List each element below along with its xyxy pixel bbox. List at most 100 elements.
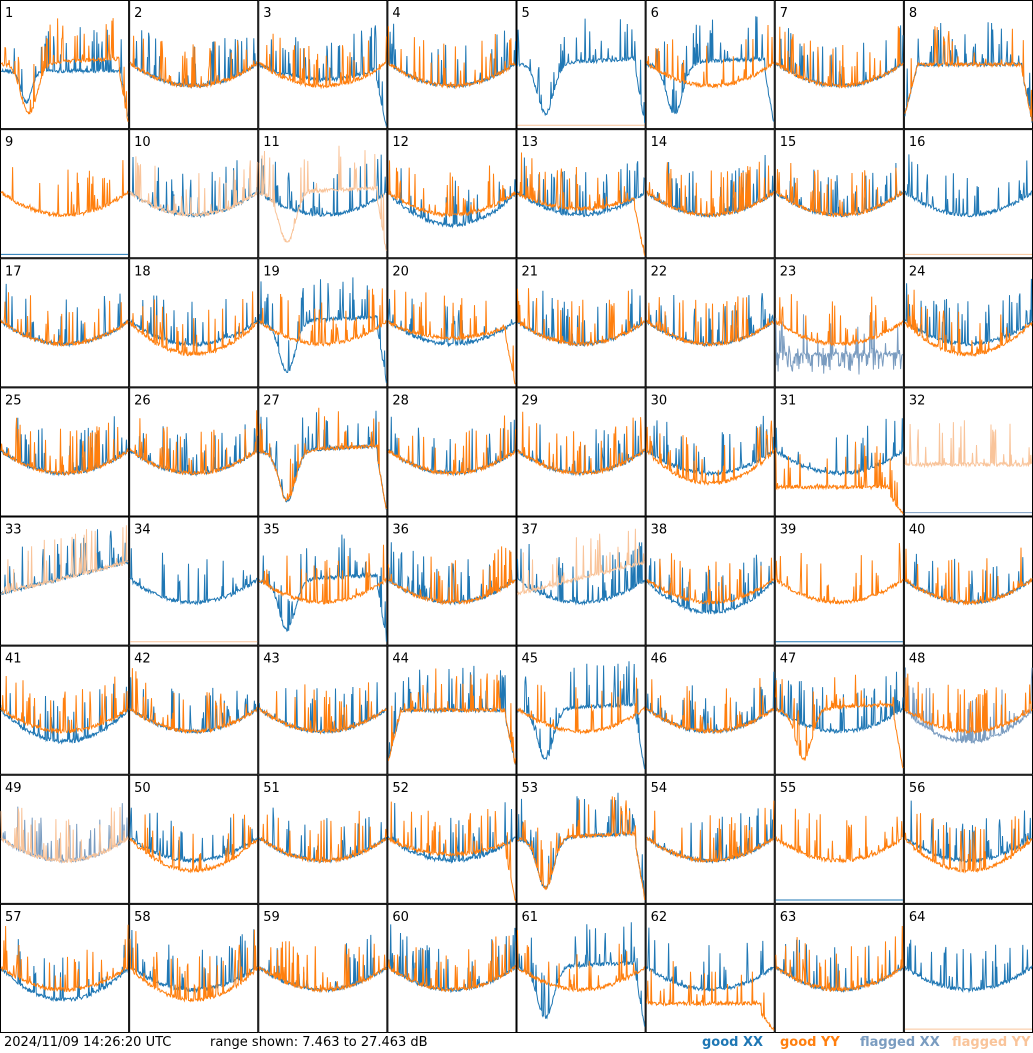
series-yy-line: [775, 674, 904, 769]
panel-label: 37: [522, 523, 539, 538]
panel-20: 20: [387, 258, 517, 388]
series-yy-line: [129, 410, 258, 476]
series-yy-line: [129, 156, 258, 218]
series-yy-line: [904, 289, 1033, 357]
panel-label: 57: [5, 910, 22, 925]
panel-frame: [774, 774, 904, 904]
panel-61: 61: [516, 903, 646, 1033]
panel-label: 20: [392, 264, 409, 279]
panel-16: 16: [903, 129, 1033, 259]
series-yy-line: [0, 924, 129, 993]
panel-frame: [387, 903, 517, 1033]
legend-flagged-xx: flagged XX: [860, 1035, 940, 1050]
panel-7: 7: [774, 0, 904, 130]
panel-label: 1: [5, 6, 13, 21]
legend-good-yy: good YY: [780, 1035, 840, 1050]
series-yy-line: [388, 160, 516, 218]
panel-label: 22: [651, 264, 668, 279]
panel-11: 11: [258, 129, 388, 259]
panel-label: 18: [134, 264, 151, 279]
panel-label: 31: [780, 393, 797, 408]
series-yy-line: [387, 546, 516, 606]
series-yy-line: [129, 813, 258, 874]
panel-frame: [516, 0, 646, 130]
footer: 2024/11/09 14:26:20 UTC range shown: 7.4…: [0, 1033, 1033, 1053]
series-yy-line: [387, 26, 516, 90]
panel-label: 3: [263, 6, 271, 21]
panel-label: 35: [263, 523, 280, 538]
panel-35: 35: [258, 516, 388, 646]
panel-frame: [258, 129, 388, 259]
panel-45: 45: [516, 645, 646, 775]
series-xx-line: [775, 671, 904, 734]
series-xx-line: [387, 298, 516, 348]
panel-48: 48: [903, 645, 1033, 775]
panel-frame: [258, 903, 388, 1033]
panel-label: 43: [263, 652, 280, 667]
series-yy-line: [646, 678, 775, 735]
panel-label: 34: [134, 523, 151, 538]
series-yy-line: [0, 525, 129, 595]
panel-label: 44: [392, 652, 409, 667]
panel-label: 9: [5, 135, 13, 150]
panel-label: 58: [134, 910, 151, 925]
panel-label: 10: [134, 135, 151, 150]
panel-59: 59: [258, 903, 388, 1033]
series-xx-line: [775, 314, 904, 375]
series-xx-line: [904, 278, 1033, 347]
series-yy-line: [775, 542, 904, 605]
series-yy-line: [646, 161, 775, 218]
series-xx-line: [258, 534, 387, 642]
series-yy-line: [258, 544, 387, 605]
panel-label: 36: [392, 523, 409, 538]
series-yy-line: [0, 292, 129, 348]
series-yy-line: [387, 668, 516, 766]
panel-6: 6: [645, 0, 775, 130]
series-yy-line: [387, 415, 516, 477]
series-xx-line: [387, 802, 516, 865]
panel-2: 2: [129, 0, 259, 130]
series-yy-line: [258, 288, 387, 348]
panel-label: 12: [392, 135, 409, 150]
panel-39: 39: [774, 516, 904, 646]
panel-label: 54: [651, 781, 668, 796]
panel-frame: [387, 258, 517, 388]
series-yy-line: [904, 673, 1033, 735]
panel-label: 4: [392, 6, 400, 21]
panel-9: 9: [0, 129, 130, 259]
panel-63: 63: [774, 903, 904, 1033]
panel-label: 17: [5, 264, 22, 279]
series-yy-line: [258, 682, 387, 735]
panel-frame: [903, 903, 1033, 1033]
series-yy-line: [387, 935, 516, 992]
series-yy-line: [904, 420, 1033, 469]
panel-label: 56: [909, 781, 926, 796]
panel-label: 19: [263, 264, 280, 279]
series-yy-line: [646, 296, 774, 347]
panel-label: 32: [909, 393, 926, 408]
panel-19: 19: [258, 258, 388, 388]
panel-33: 33: [0, 516, 130, 646]
series-yy-line: [517, 411, 646, 477]
panel-label: 59: [263, 910, 280, 925]
panel-43: 43: [258, 645, 388, 775]
panel-30: 30: [645, 387, 775, 517]
panel-frame: [516, 516, 646, 646]
panel-21: 21: [516, 258, 646, 388]
panel-58: 58: [129, 903, 259, 1033]
panel-frame: [387, 774, 517, 904]
panel-frame: [903, 129, 1033, 259]
panel-46: 46: [645, 645, 775, 775]
series-yy-line: [904, 813, 1033, 874]
panel-54: 54: [645, 774, 775, 904]
panel-34: 34: [129, 516, 259, 646]
panel-55: 55: [774, 774, 904, 904]
panel-label: 41: [5, 652, 22, 667]
series-yy-line: [775, 441, 904, 515]
panel-36: 36: [387, 516, 517, 646]
panel-label: 60: [392, 910, 409, 925]
series-xx-line: [517, 18, 646, 123]
series-yy-line: [775, 808, 903, 864]
series-yy-line: [0, 417, 129, 477]
series-yy-line: [258, 407, 387, 510]
